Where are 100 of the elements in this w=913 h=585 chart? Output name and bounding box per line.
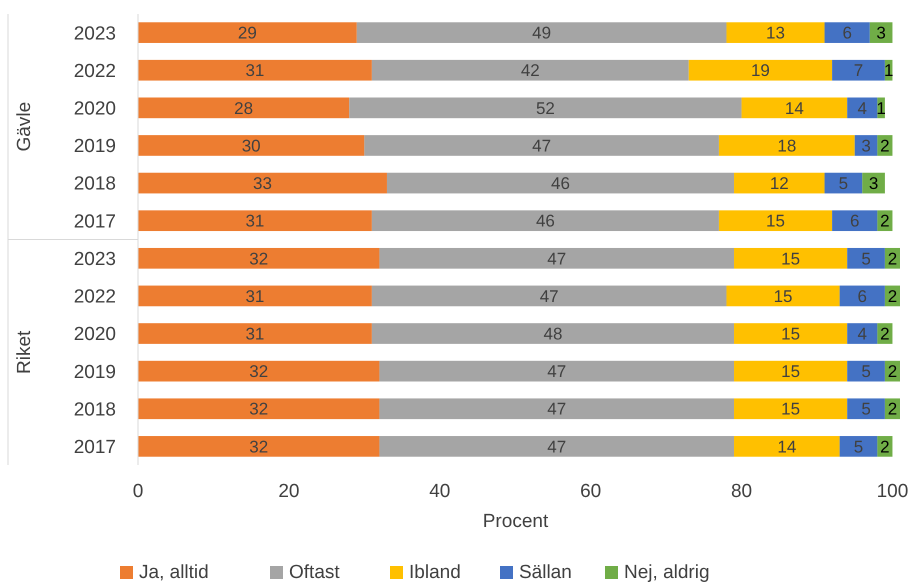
data-label: 1 — [876, 98, 886, 118]
bar — [379, 436, 734, 457]
data-label: 2 — [888, 362, 898, 382]
data-label: 2 — [880, 136, 890, 156]
x-tick-label: 20 — [278, 481, 300, 502]
bar — [847, 98, 878, 118]
legend-label: Sällan — [519, 562, 572, 583]
bar — [847, 398, 885, 420]
y-tick-label: 2019 — [74, 362, 116, 383]
y-tick-label: 2023 — [74, 23, 116, 44]
bar — [734, 248, 848, 269]
data-label: 47 — [547, 362, 566, 382]
y-tick-label: 2018 — [74, 174, 116, 195]
y-tick-label: 2017 — [74, 211, 116, 232]
y-tick-label: 2020 — [74, 324, 116, 346]
bar — [379, 248, 734, 269]
data-label: 7 — [854, 61, 864, 80]
data-label: 28 — [234, 98, 254, 118]
bar — [854, 135, 878, 156]
bar — [372, 323, 734, 344]
bar — [726, 286, 840, 306]
bar — [734, 172, 825, 194]
data-label: 14 — [784, 98, 804, 118]
data-label: 3 — [861, 136, 871, 156]
bar — [840, 436, 878, 457]
data-label: 33 — [253, 174, 272, 194]
data-label: 31 — [245, 61, 264, 80]
text: Gävle — [14, 102, 35, 152]
bar — [364, 135, 719, 156]
x-tick-label: 60 — [580, 481, 602, 502]
data-label: 15 — [781, 249, 800, 268]
bar — [138, 172, 387, 194]
bar — [847, 360, 885, 382]
data-label: 2 — [888, 400, 898, 419]
bar — [138, 60, 372, 81]
data-label: 5 — [861, 249, 871, 268]
y-tick-label: 2020 — [74, 98, 116, 120]
bar — [734, 323, 848, 344]
bar — [718, 210, 832, 232]
legend-label: Oftast — [289, 562, 340, 583]
bar — [138, 135, 364, 156]
data-label: 6 — [858, 286, 868, 306]
data-label: 42 — [520, 61, 540, 80]
data-label: 2 — [888, 286, 898, 306]
data-label: 47 — [540, 286, 559, 306]
bar — [372, 210, 719, 232]
data-label: 4 — [858, 324, 868, 344]
bar — [356, 22, 726, 43]
data-label: 5 — [861, 400, 871, 419]
bar — [138, 323, 372, 344]
bar — [742, 98, 848, 118]
data-label: 15 — [766, 212, 785, 231]
bar — [138, 286, 372, 306]
bar — [386, 172, 734, 194]
data-label: 31 — [245, 324, 264, 344]
data-label: 49 — [532, 24, 552, 43]
y-tick-label: 2017 — [74, 437, 116, 458]
data-label: 14 — [777, 437, 796, 456]
data-label: 6 — [850, 212, 860, 231]
bar — [824, 172, 862, 194]
y-tick-label: 2023 — [74, 248, 116, 270]
legend-label: Ja, alltid — [139, 562, 209, 583]
data-label: 5 — [854, 437, 864, 456]
data-label: 2 — [880, 437, 890, 456]
data-label: 47 — [532, 136, 552, 156]
bar — [734, 398, 848, 420]
data-label: 13 — [766, 24, 785, 43]
data-label: 15 — [781, 362, 800, 382]
x-axis-title: Procent — [482, 511, 549, 532]
bar — [138, 360, 380, 382]
data-label: 32 — [249, 437, 268, 456]
bar — [138, 398, 380, 420]
data-label: 46 — [551, 174, 570, 194]
x-tick-label: 0 — [132, 481, 144, 502]
bar — [138, 98, 350, 118]
bar — [847, 248, 885, 269]
bar — [372, 286, 726, 306]
data-label: 5 — [861, 362, 871, 382]
text: Riket — [14, 330, 35, 374]
data-label: 32 — [249, 400, 268, 419]
y-tick-label: 2022 — [74, 286, 116, 308]
bar — [138, 436, 380, 457]
data-label: 3 — [876, 24, 886, 43]
data-label: 47 — [547, 249, 566, 268]
data-label: 47 — [547, 400, 566, 419]
bar — [726, 22, 825, 43]
x-tick-label: 100 — [876, 481, 908, 502]
bar — [832, 210, 878, 232]
bar — [138, 248, 380, 269]
data-label: 47 — [547, 437, 566, 456]
data-label: 32 — [249, 249, 268, 268]
bar — [718, 135, 855, 156]
bar — [138, 210, 372, 232]
data-label: 5 — [838, 174, 848, 194]
bar — [840, 286, 885, 306]
data-label: 31 — [245, 286, 264, 306]
bar — [832, 60, 885, 81]
data-label: 29 — [238, 24, 257, 43]
data-label: 52 — [536, 98, 555, 118]
data-label: 2 — [880, 212, 890, 231]
